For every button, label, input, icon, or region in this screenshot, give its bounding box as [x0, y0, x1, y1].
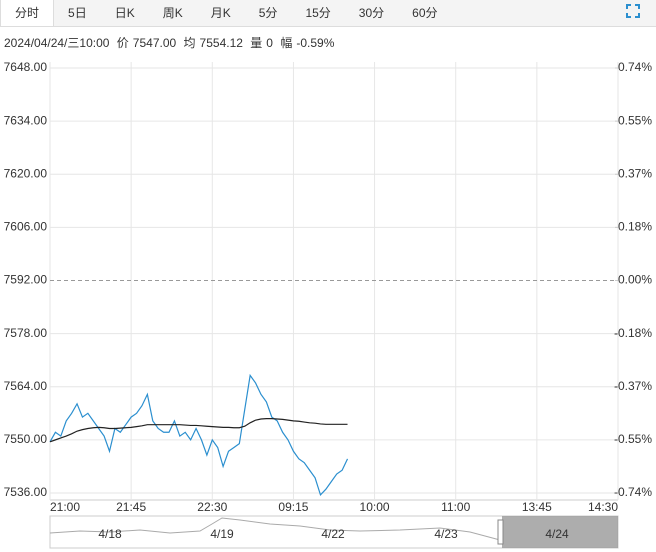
- tab[interactable]: 月K: [210, 6, 231, 20]
- fullscreen-button[interactable]: [626, 4, 640, 18]
- tab[interactable]: 分时: [0, 0, 55, 26]
- navigator-label: 4/19: [210, 527, 234, 541]
- navigator-line: [49, 517, 501, 541]
- navigator-label: 4/23: [434, 527, 458, 541]
- y-tick-label: 7620.00: [4, 166, 48, 180]
- tab[interactable]: 30分: [358, 6, 385, 20]
- navigator-frame: [49, 515, 619, 549]
- x-tick-label: 21:00: [50, 500, 80, 514]
- x-tick-label: 13:45: [522, 500, 552, 514]
- navigator-label: 4/22: [321, 527, 345, 541]
- y2-tick-label: 0.00%: [618, 273, 652, 287]
- x-tick-label: 11:00: [441, 500, 470, 514]
- x-tick-label: 10:00: [360, 500, 390, 514]
- y2-tick-label: -0.37%: [614, 379, 652, 393]
- x-tick-label: 22:30: [197, 500, 227, 514]
- info-value: 7547.00: [132, 36, 177, 50]
- tab[interactable]: 60分: [412, 6, 438, 20]
- info-date: 2024/04/24/三10:00: [4, 36, 110, 50]
- tab[interactable]: 日K: [114, 6, 135, 20]
- tab[interactable]: 周K: [162, 6, 183, 20]
- y-tick-label: 7592.00: [4, 273, 48, 287]
- y-tick-label: 7536.00: [4, 485, 48, 499]
- x-tick-label: 21:45: [116, 500, 146, 514]
- tab[interactable]: 15分: [305, 6, 331, 20]
- y-tick-label: 7634.00: [4, 113, 48, 127]
- y2-tick-label: 0.37%: [618, 166, 652, 180]
- x-tick-label: 09:15: [278, 500, 308, 514]
- info-value: -0.59%: [296, 36, 335, 50]
- info-label: 量: [250, 36, 263, 50]
- x-tick-label: 14:30: [588, 500, 618, 514]
- y-tick-label: 7648.00: [4, 60, 48, 74]
- navigator-label: 4/24: [545, 527, 569, 541]
- navigator-handle[interactable]: [497, 519, 504, 545]
- y2-tick-label: -0.55%: [614, 432, 652, 446]
- y2-tick-label: -0.74%: [614, 485, 652, 499]
- y2-tick-label: -0.18%: [614, 326, 652, 340]
- tab-bar: 分时 5日 日K 周K 月K 5分 15分 30分 60分: [0, 0, 656, 27]
- navigator-label: 4/18: [98, 527, 122, 541]
- y-tick-label: 7606.00: [4, 220, 48, 234]
- info-value: 0: [266, 36, 273, 50]
- info-label: 价: [116, 36, 129, 50]
- y-tick-label: 7578.00: [4, 326, 48, 340]
- y-tick-label: 7550.00: [4, 432, 48, 446]
- tab[interactable]: 5日: [68, 6, 87, 20]
- y2-tick-label: 0.18%: [618, 220, 652, 234]
- info-value: 7554.12: [199, 36, 243, 50]
- y-tick-label: 7564.00: [4, 379, 48, 393]
- series-line: [49, 418, 348, 443]
- y2-tick-label: 0.55%: [618, 113, 652, 127]
- series-line: [49, 373, 349, 497]
- info-label: 均: [183, 36, 196, 50]
- tab[interactable]: 5分: [258, 6, 278, 20]
- navigator-window[interactable]: [502, 516, 618, 548]
- fullscreen-icon: [626, 4, 640, 18]
- y2-tick-label: 0.74%: [618, 60, 652, 74]
- info-label: 幅: [280, 36, 293, 50]
